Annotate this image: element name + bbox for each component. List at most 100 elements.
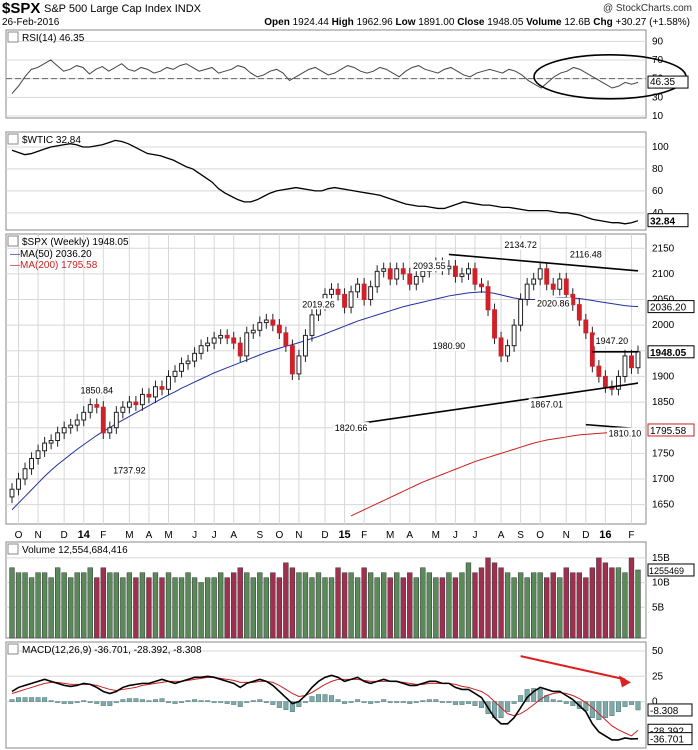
volume-bar (472, 572, 478, 639)
macd-title: MACD(12,26,9) -36.701, -28.392, -8.308 (22, 645, 202, 656)
candle-body (492, 309, 497, 339)
candle-body (55, 432, 61, 442)
macd-histogram-bar (87, 701, 93, 703)
macd-histogram-bar (518, 695, 524, 702)
ma200-legend: MA(200) 1795.58 (20, 260, 98, 271)
macd-histogram-bar (94, 701, 100, 704)
volume-bar (224, 577, 230, 639)
volume-bar (204, 577, 211, 639)
candle-body (446, 265, 452, 270)
macd-histogram-bar (615, 701, 621, 712)
volume-bar (465, 562, 472, 639)
macd-histogram-bar (478, 701, 485, 708)
spx-right-label: 1795.58 (650, 426, 687, 437)
candle-body (205, 342, 211, 347)
macd-histogram-bar (211, 701, 217, 703)
macd-collapse-icon (7, 643, 19, 655)
spx-tick-label: 1750 (652, 448, 675, 459)
vol-collapse-icon (7, 543, 19, 555)
x-axis-label: O (536, 530, 544, 541)
x-axis-label: A (146, 530, 153, 541)
candle-body (263, 319, 269, 324)
volume-bar (609, 567, 615, 639)
candle-body (381, 268, 387, 272)
macd-histogram-bar (289, 701, 295, 712)
macd-histogram-bar (413, 701, 419, 703)
macd-tick-label: 50 (652, 646, 664, 657)
macd-histogram-bar (35, 697, 41, 702)
volume-bar (61, 572, 67, 639)
macd-histogram-bar (381, 699, 387, 702)
volume-bar (400, 577, 406, 639)
volume-bar (498, 567, 504, 639)
wtic-last-label: 32.84 (650, 217, 675, 228)
macd-right-label: -8.308 (650, 706, 679, 717)
candle-body (466, 268, 471, 275)
x-axis-label: D (321, 530, 328, 541)
vol-last-label: 1255469 (649, 566, 684, 576)
macd-histogram-bar (61, 701, 67, 704)
candle-body (335, 288, 341, 295)
volume-bar (328, 577, 335, 639)
macd-histogram-bar (283, 701, 289, 710)
candle-body (81, 411, 87, 421)
volume-bar (374, 577, 380, 639)
candle-body (563, 278, 569, 295)
wtic-title: $WTIC 32.84 (22, 135, 81, 146)
x-axis-label: 15 (338, 529, 350, 541)
candle-body (42, 442, 48, 452)
macd-histogram-bar (628, 701, 634, 705)
price-label: 1980.90 (433, 341, 466, 351)
spx-tick-label: 1900 (652, 371, 675, 382)
panel-frame-4 (5, 641, 647, 749)
candle-body (35, 450, 41, 459)
macd-histogram-bar (152, 699, 158, 702)
candle-body (113, 411, 119, 429)
candle-body (361, 283, 367, 301)
spx-tick-label: 2100 (652, 269, 675, 280)
date: 26-Feb-2016 (2, 17, 60, 28)
macd-right-label: -28.392 (650, 726, 684, 737)
candle-body (570, 293, 576, 306)
vol-tick-label: 5B (652, 602, 665, 613)
price-label: 1820.66 (335, 423, 368, 433)
volume-bar (537, 572, 543, 639)
candle-body (368, 286, 374, 301)
volume-bar (511, 577, 517, 639)
macd-histogram-bar (622, 701, 628, 707)
price-label-bg (430, 339, 467, 351)
spx-tick-label: 2000 (652, 320, 675, 331)
x-axis-label: J (212, 530, 217, 541)
macd-histogram-bar (342, 701, 348, 704)
vol-title: Volume 12,554,684,416 (22, 545, 128, 556)
macd-histogram-bar (563, 701, 569, 704)
volume-bar (367, 572, 374, 639)
candle-body (87, 404, 93, 413)
volume-bar (74, 572, 80, 639)
price-label-bg (535, 297, 572, 309)
macd-histogram-bar (42, 697, 48, 702)
volume-bar (257, 572, 263, 639)
candle-body (270, 319, 276, 326)
volume-bar (504, 572, 511, 639)
macd-histogram-bar (322, 694, 328, 702)
price-label-bg (593, 335, 630, 347)
price-label: 2020.86 (537, 298, 570, 308)
macd-histogram-bar (237, 701, 243, 707)
candle-body (16, 478, 21, 490)
volume-bar (94, 577, 100, 639)
spx-right-label: 1948.05 (650, 348, 687, 359)
volume-bar (452, 577, 459, 639)
macd-histogram-bar (394, 701, 400, 703)
volume-bar (48, 577, 54, 639)
wtic-tick-label: 80 (652, 164, 664, 175)
ma50-legend: MA(50) 2036.20 (20, 249, 92, 260)
macd-histogram-bar (146, 700, 152, 702)
ma200-line (350, 429, 639, 517)
volume-bar (530, 572, 537, 639)
price-label-bg (502, 239, 539, 251)
volume-bar (622, 572, 628, 639)
candle-body (544, 268, 550, 285)
macd-histogram-bar (407, 701, 413, 704)
